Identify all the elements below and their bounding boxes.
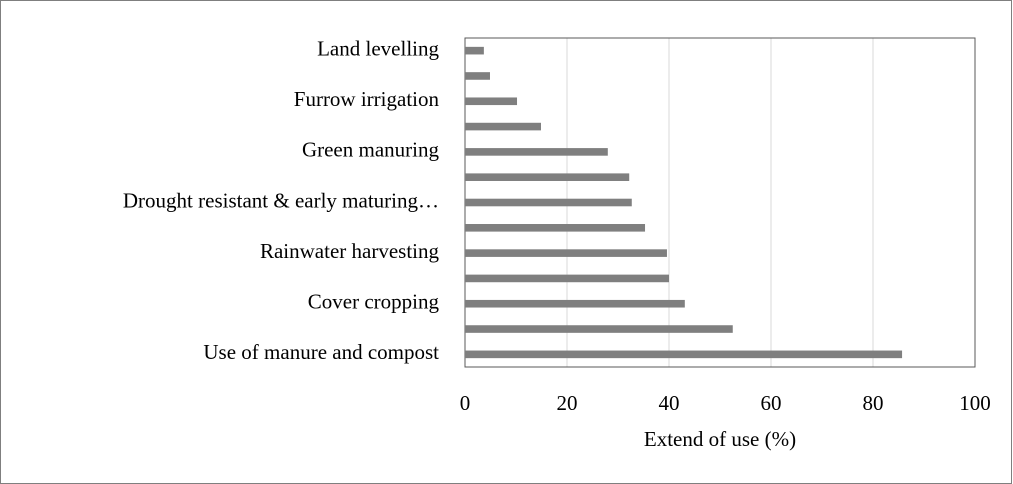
bar (465, 148, 608, 156)
bar (465, 46, 484, 55)
bar (465, 325, 733, 333)
bar (465, 224, 646, 232)
y-tick-label: Green manuring (302, 138, 440, 162)
bar (465, 97, 518, 106)
x-axis-title: Extend of use (%) (644, 427, 796, 451)
x-tick-label: 100 (959, 391, 991, 415)
bar (465, 72, 490, 80)
x-tick-label: 80 (863, 391, 884, 415)
x-tick-label: 0 (460, 391, 471, 415)
bar (465, 299, 685, 308)
y-tick-label: Cover cropping (308, 290, 440, 314)
bar (465, 198, 632, 207)
bar (465, 249, 667, 257)
y-tick-label: Furrow irrigation (294, 87, 440, 111)
bar (465, 122, 541, 131)
bar (465, 274, 669, 283)
x-tick-label: 40 (659, 391, 680, 415)
y-tick-label: Use of manure and compost (203, 340, 439, 364)
bar (465, 350, 903, 359)
bar (465, 173, 630, 181)
x-tick-label: 20 (557, 391, 578, 415)
x-tick-label: 60 (761, 391, 782, 415)
y-tick-label: Drought resistant & early maturing… (123, 188, 439, 212)
y-tick-label: Rainwater harvesting (260, 239, 440, 263)
y-tick-label: Land levelling (317, 36, 439, 60)
